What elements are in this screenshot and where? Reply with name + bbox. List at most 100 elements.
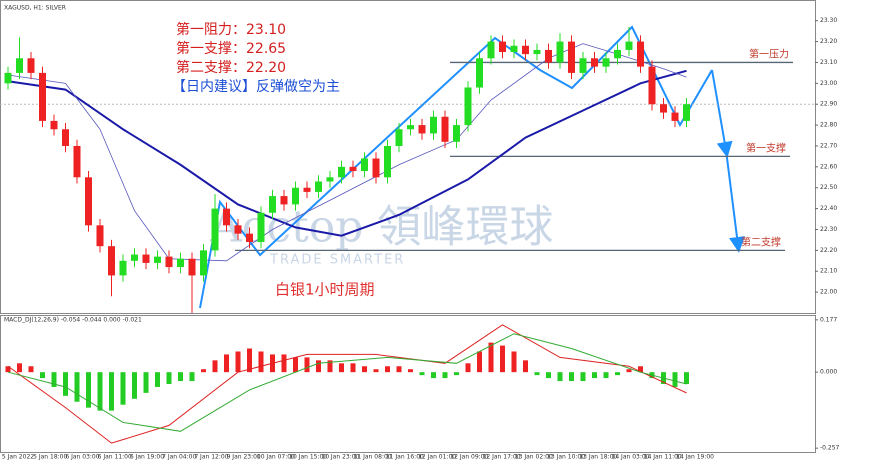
macd-bar	[28, 366, 34, 373]
candle-body	[188, 258, 196, 276]
candle-body	[269, 196, 276, 213]
y-tick-label: 22.60	[820, 163, 837, 170]
macd-bar	[454, 372, 459, 376]
candle-body	[499, 41, 506, 53]
macd-bar	[569, 372, 574, 382]
x-tick-label: 5 Jan 2022	[2, 454, 34, 461]
macd-bar	[350, 363, 356, 373]
candle-body	[648, 66, 656, 105]
macd-bar	[419, 372, 425, 376]
x-tick-label: 12 Jan 01:00	[418, 454, 456, 461]
annotation: 【日内建议】反弹做空为主	[172, 79, 340, 95]
x-tick-label: 14 Jan 11:00	[644, 454, 682, 461]
candle-body	[62, 129, 69, 146]
candle-body	[660, 104, 667, 113]
macd-bar	[626, 369, 632, 373]
candle-body	[683, 104, 690, 121]
candle-body	[50, 120, 58, 130]
annotation: 第一支撑：22.65	[176, 40, 286, 57]
projection-arrow	[725, 149, 745, 253]
x-tick-label: 12 Jan 09:00	[450, 454, 488, 461]
x-tick-label: 10 Jan 23:00	[321, 454, 359, 461]
x-tick-label: 14 Jan 19:00	[676, 454, 714, 461]
candle-body	[165, 256, 173, 268]
annotation: 第二支撑：22.20	[176, 59, 286, 76]
candle-body	[545, 49, 552, 63]
watermark-text: Acctop 領峰環球	[209, 202, 553, 253]
candle-body	[16, 58, 23, 73]
macd-bar	[592, 372, 597, 379]
y-tick-label: 22.80	[820, 122, 837, 129]
candle-body	[430, 116, 437, 134]
y-tick-label: 0.177	[820, 316, 837, 323]
macd-bar	[166, 372, 172, 384]
candle-body	[85, 177, 92, 226]
candle-body	[246, 233, 253, 243]
candle-body	[614, 49, 621, 59]
y-tick-label: -0.257	[820, 445, 840, 452]
candle-body	[487, 41, 495, 59]
macd-bar	[155, 372, 160, 387]
macd-bar	[500, 345, 505, 373]
candle-body	[591, 58, 598, 67]
macd-bar	[546, 372, 551, 379]
x-tick-label: 9 Jan 23:00	[227, 454, 261, 461]
macd-bar	[63, 372, 68, 396]
candle-body	[579, 58, 587, 73]
macd-bar	[557, 372, 563, 382]
candle-body	[361, 158, 368, 172]
candle-body	[522, 45, 529, 55]
x-tick-label: 11 Jan 08:00	[354, 454, 392, 461]
macd-bar	[477, 351, 482, 373]
macd-bar	[293, 357, 298, 373]
candle-body	[384, 145, 391, 178]
candle-body	[338, 166, 345, 178]
candle-body	[637, 41, 644, 67]
y-tick-label: 23.30	[820, 17, 837, 24]
macd-bar	[97, 372, 103, 411]
macd-bar	[408, 369, 413, 373]
candle-body	[154, 256, 161, 263]
x-tick-label: 14 Jan 03:00	[612, 454, 650, 461]
y-tick-label: 22.70	[820, 142, 837, 149]
macd-bar	[189, 372, 195, 382]
macd-bar	[396, 366, 402, 373]
y-tick-label: 22.90	[820, 101, 837, 108]
candle-body	[568, 41, 575, 73]
macd-bar	[5, 366, 11, 373]
macd-bar	[442, 372, 448, 379]
level-label: 第一压力	[749, 47, 789, 60]
watermark: Acctop 領峰環球 TRADE SMARTER	[209, 202, 553, 268]
candle-body	[395, 129, 403, 146]
y-tick-label: 23.20	[820, 38, 837, 45]
macd-line	[7, 324, 687, 444]
macd-bar	[684, 372, 689, 384]
watermark-sub: TRADE SMARTER	[269, 253, 405, 268]
candle-body	[96, 225, 104, 247]
moving-average	[7, 69, 687, 237]
candle-body	[200, 250, 207, 276]
candle-body	[407, 125, 414, 130]
candle-body	[131, 254, 138, 261]
y-tick-label: 0.000	[820, 369, 837, 376]
candle-body	[27, 58, 35, 73]
macd-bar	[17, 363, 22, 373]
candle-body	[108, 246, 115, 276]
macd-bar	[40, 372, 45, 379]
macd-bar	[534, 372, 540, 376]
macd-panel	[0, 315, 816, 453]
macd-bar	[327, 360, 333, 373]
candle-body	[177, 258, 184, 268]
macd-bar	[212, 360, 218, 373]
candle-body	[211, 208, 219, 251]
candle-body	[510, 45, 518, 53]
macd-bar	[373, 369, 379, 373]
x-tick-label: 6 Jan 11:00	[98, 454, 132, 461]
candle-body	[119, 260, 127, 276]
y-tick-label: 22.00	[820, 289, 837, 296]
x-tick-label: 5 Jan 18:00	[33, 454, 67, 461]
macd-bar	[120, 372, 126, 405]
macd-bar	[143, 372, 149, 393]
candle-body	[292, 187, 299, 205]
projection-arrow	[711, 69, 733, 158]
